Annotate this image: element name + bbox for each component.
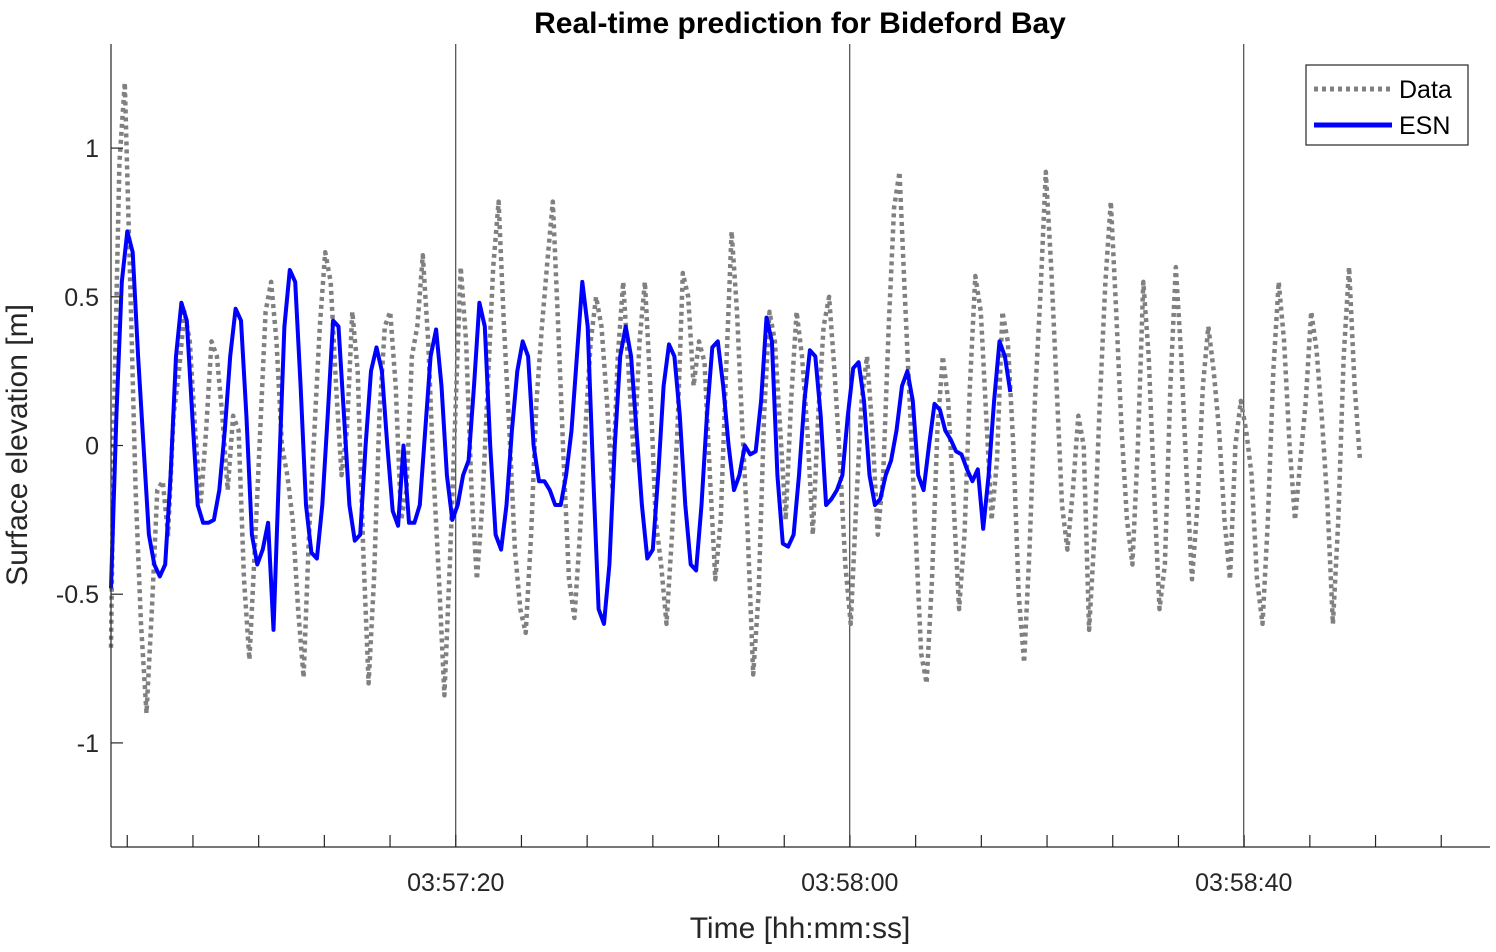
- x-axis-label: Time [hh:mm:ss]: [690, 912, 911, 945]
- y-axis-label: Surface elevation [m]: [1, 304, 34, 586]
- y-tick-label-3: 0.5: [64, 284, 99, 312]
- x-ticks: 03:57:20 03:58:00 03:58:40: [126, 835, 1442, 897]
- y-tick-label-0: -1: [77, 730, 99, 758]
- series-line-esn: [109, 229, 1013, 632]
- y-tick-label-2: 0: [85, 433, 99, 461]
- series-line-data: [108, 80, 1363, 716]
- chart-title: Real-time prediction for Bideford Bay: [534, 7, 1066, 40]
- legend-label-esn: ESN: [1399, 112, 1450, 140]
- y-ticks: -1 -0.5 0 0.5 1: [56, 135, 123, 758]
- series-data-group: [108, 80, 1363, 716]
- legend-box: [1305, 64, 1469, 146]
- x-tick-label-2: 03:58:40: [1195, 869, 1292, 897]
- legend-label-data: Data: [1399, 76, 1452, 104]
- legend: Data ESN: [1305, 64, 1469, 146]
- y-tick-label-1: -0.5: [56, 581, 99, 609]
- x-tick-label-0: 03:57:20: [407, 869, 504, 897]
- y-tick-label-4: 1: [85, 135, 99, 163]
- series-esn-group: [109, 229, 1013, 632]
- x-tick-label-1: 03:58:00: [801, 869, 898, 897]
